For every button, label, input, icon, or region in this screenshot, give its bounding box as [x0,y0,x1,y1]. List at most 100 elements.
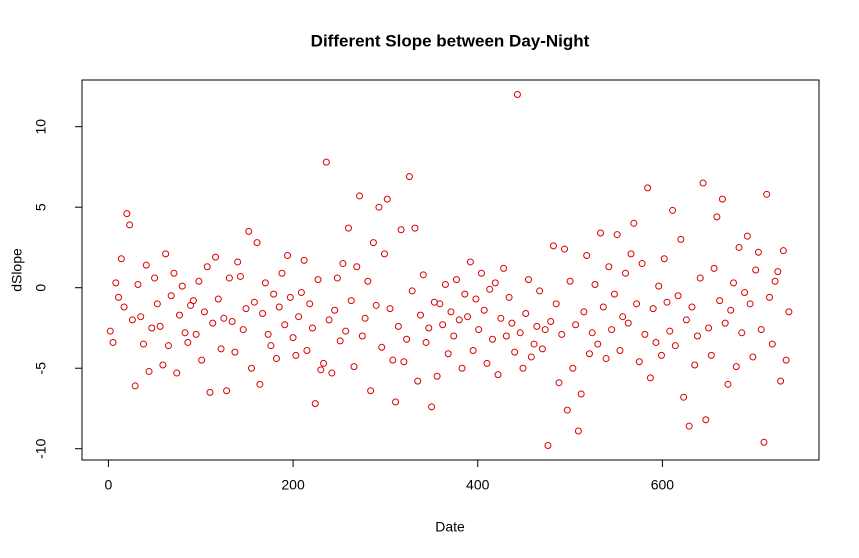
point [123,210,131,218]
point [732,363,740,371]
point [403,335,411,343]
point [458,364,466,372]
point [314,276,322,284]
x-tick-label: 600 [651,477,675,493]
point [477,269,485,277]
point [444,350,452,358]
point [433,372,441,380]
point [599,303,607,311]
point [272,355,280,363]
point [217,345,225,353]
point [178,282,186,290]
point [591,280,599,288]
point [336,337,344,345]
point [203,263,211,271]
point [691,361,699,369]
point [633,300,641,308]
point [209,319,217,327]
point [261,279,269,287]
point [580,308,588,316]
point [311,400,319,408]
x-tick-label: 200 [281,477,305,493]
y-tick-label: -5 [33,362,49,375]
point [322,158,330,166]
point [644,184,652,192]
point [536,287,544,295]
point [513,90,521,98]
point [461,290,469,298]
point [308,324,316,332]
point [541,326,549,334]
point [555,379,563,387]
point [192,330,200,338]
point [436,300,444,308]
point [353,263,361,271]
point [768,340,776,348]
point [159,361,167,369]
point [156,322,164,330]
point [259,309,267,317]
x-axis-label: Date [435,519,465,535]
point [416,311,424,319]
point [286,293,294,301]
point [400,358,408,366]
point [693,332,701,340]
point [223,387,231,395]
point [721,319,729,327]
point [369,239,377,247]
point [422,338,430,346]
point [389,356,397,364]
point [419,271,427,279]
point [278,269,286,277]
x-tick-label: 400 [466,477,490,493]
point [270,290,278,298]
point [198,356,206,364]
point [358,332,366,340]
point [702,416,710,424]
point [669,206,677,214]
point [328,369,336,377]
point [652,338,660,346]
point [547,318,555,326]
y-tick-label: 0 [33,284,49,292]
point [242,305,250,313]
point [752,266,760,274]
point [666,327,674,335]
point [696,274,704,282]
point [225,274,233,282]
point [771,277,779,285]
point [674,292,682,300]
point [145,367,153,375]
point [569,364,577,372]
point [741,289,749,297]
point [754,248,762,256]
point [743,232,751,240]
point [749,353,757,361]
point [616,347,624,355]
point [663,298,671,306]
point [707,351,715,359]
point [566,277,574,285]
point [766,293,774,301]
point [585,350,593,358]
point [710,264,718,272]
point [128,316,136,324]
point [508,319,516,327]
point [447,308,455,316]
point [378,343,386,351]
point [785,308,793,316]
point [500,264,508,272]
point [214,295,222,303]
point [511,348,519,356]
point [115,293,123,301]
point [588,329,596,337]
point [583,252,591,260]
point [613,231,621,239]
point [638,260,646,268]
point [502,332,510,340]
point [148,324,156,332]
point [189,297,197,305]
point [250,298,258,306]
point [558,330,566,338]
